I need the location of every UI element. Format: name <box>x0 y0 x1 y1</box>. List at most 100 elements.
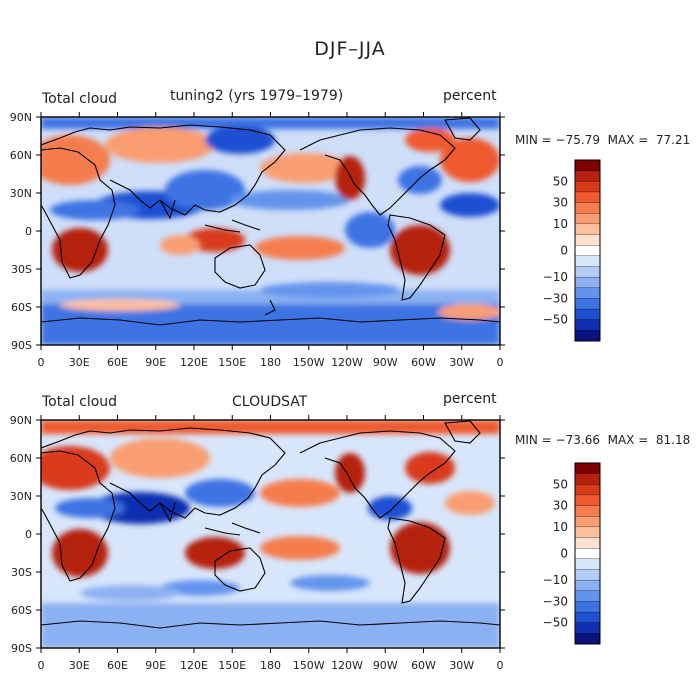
y-tick-label: 30N <box>10 187 32 200</box>
x-tick-label: 0 <box>38 659 45 672</box>
panel1-minmax: MIN = −75.79 MAX = 77.21 <box>515 133 691 147</box>
colorbar-label: −10 <box>543 270 568 284</box>
x-tick-label: 90W <box>373 659 398 672</box>
x-tick-label: 180 <box>260 659 281 672</box>
panel1-coastlines <box>41 117 500 326</box>
y-tick-label: 90N <box>10 414 32 427</box>
panel2-minmax: MIN = −73.66 MAX = 81.18 <box>515 433 691 447</box>
figure-title: DJF–JJA <box>314 38 386 60</box>
x-tick-label: 150E <box>218 356 246 369</box>
panel2-contour-field <box>41 420 500 648</box>
colorbar-box <box>574 266 601 278</box>
panel1-case-label: tuning2 (yrs 1979–1979) <box>170 88 344 104</box>
colorbar-box <box>574 548 601 560</box>
y-tick-label: 90N <box>10 111 32 124</box>
panel2-map: 0 30E 60E 90E 120E 150E 180 150W 120W 90W 60W 30W 0 … <box>10 414 505 672</box>
colorbar-box <box>574 558 601 570</box>
x-tick-label: 30E <box>69 659 90 672</box>
x-tick-label: 150W <box>293 659 325 672</box>
colorbar-box <box>574 611 601 624</box>
colorbar-box <box>574 622 601 634</box>
panel2-y-axis: 90N 60N 30N 0 30S 60S 90S <box>10 414 505 655</box>
x-tick-label: 0 <box>497 356 504 369</box>
colorbar-box <box>574 319 601 331</box>
x-tick-label: 90W <box>373 356 398 369</box>
colorbar-box <box>574 213 601 225</box>
x-tick-label: 120W <box>331 659 363 672</box>
x-tick-label: 60E <box>107 356 128 369</box>
x-tick-label: 120W <box>331 356 363 369</box>
panel2-case-label: CLOUDSAT <box>232 394 308 410</box>
colorbar-label: 10 <box>553 217 568 231</box>
panel1-variable-label: Total cloud <box>42 91 118 107</box>
colorbar-label: −50 <box>543 616 568 630</box>
colorbar-label: −30 <box>543 594 568 608</box>
panel1-y-axis: 90N 60N 30N 0 30S 60S 90S <box>10 111 505 352</box>
colorbar-box <box>574 234 601 246</box>
y-tick-label: 30S <box>11 566 32 579</box>
colorbar-label: 10 <box>553 520 568 534</box>
colorbar-label: −10 <box>543 573 568 587</box>
y-tick-label: 60S <box>11 604 32 617</box>
x-tick-label: 120E <box>180 356 208 369</box>
colorbar-box <box>574 494 601 507</box>
panel2-variable-label: Total cloud <box>42 394 118 410</box>
panel1-colorbar: 50 30 10 0 −10 −30 −50 <box>543 159 601 342</box>
panel2-colorbar: 50 30 10 0 −10 −30 −50 <box>543 462 601 645</box>
y-tick-label: 0 <box>25 528 32 541</box>
x-tick-label: 60E <box>107 659 128 672</box>
colorbar-label: −50 <box>543 313 568 327</box>
x-tick-label: 90E <box>145 356 166 369</box>
colorbar-box <box>574 181 601 193</box>
x-tick-label: 30E <box>69 356 90 369</box>
x-tick-label: 30W <box>449 659 474 672</box>
colorbar-box <box>574 537 601 549</box>
y-tick-label: 30S <box>11 263 32 276</box>
colorbar-label: 0 <box>560 244 568 258</box>
colorbar-box <box>574 473 601 485</box>
x-tick-label: 30W <box>449 356 474 369</box>
colorbar-label: 50 <box>553 477 568 491</box>
colorbar-box <box>574 223 601 235</box>
x-tick-label: 60W <box>411 356 436 369</box>
colorbar-label: 30 <box>553 499 568 513</box>
colorbar-box <box>574 245 601 257</box>
panel1-contour-field <box>41 117 500 345</box>
y-tick-label: 0 <box>25 225 32 238</box>
x-tick-label: 120E <box>180 659 208 672</box>
panel1-units-label: percent <box>443 88 497 104</box>
colorbar-box <box>574 590 601 602</box>
colorbar-box <box>574 170 601 182</box>
panel2-units-label: percent <box>443 391 497 407</box>
colorbar-box <box>574 287 601 299</box>
colorbar-box <box>574 159 601 172</box>
panel2-x-axis: 0 30E 60E 90E 120E 150E 180 150W 120W 90W 60W 30W 0 <box>38 415 504 672</box>
colorbar-label: 50 <box>553 174 568 188</box>
colorbar-box <box>574 298 601 310</box>
colorbar-box <box>574 255 601 267</box>
colorbar-label: 30 <box>553 196 568 210</box>
colorbar-box <box>574 191 601 204</box>
y-tick-label: 60N <box>10 149 32 162</box>
colorbar-label: −30 <box>543 291 568 305</box>
colorbar-box <box>574 601 601 613</box>
colorbar-box <box>574 569 601 581</box>
colorbar-box <box>574 484 601 496</box>
x-tick-label: 180 <box>260 356 281 369</box>
x-tick-label: 60W <box>411 659 436 672</box>
x-tick-label: 150W <box>293 356 325 369</box>
colorbar-box <box>574 276 601 289</box>
colorbar-box <box>574 516 601 528</box>
x-tick-label: 90E <box>145 659 166 672</box>
colorbar-label: 0 <box>560 547 568 561</box>
colorbar-box <box>574 202 601 214</box>
x-tick-label: 0 <box>38 356 45 369</box>
colorbar-box <box>574 633 601 645</box>
y-tick-label: 60S <box>11 301 32 314</box>
colorbar-box <box>574 308 601 321</box>
y-tick-label: 30N <box>10 490 32 503</box>
x-tick-label: 150E <box>218 659 246 672</box>
colorbar-box <box>574 462 601 475</box>
colorbar-box <box>574 505 601 517</box>
panel2-coastlines <box>41 420 500 629</box>
